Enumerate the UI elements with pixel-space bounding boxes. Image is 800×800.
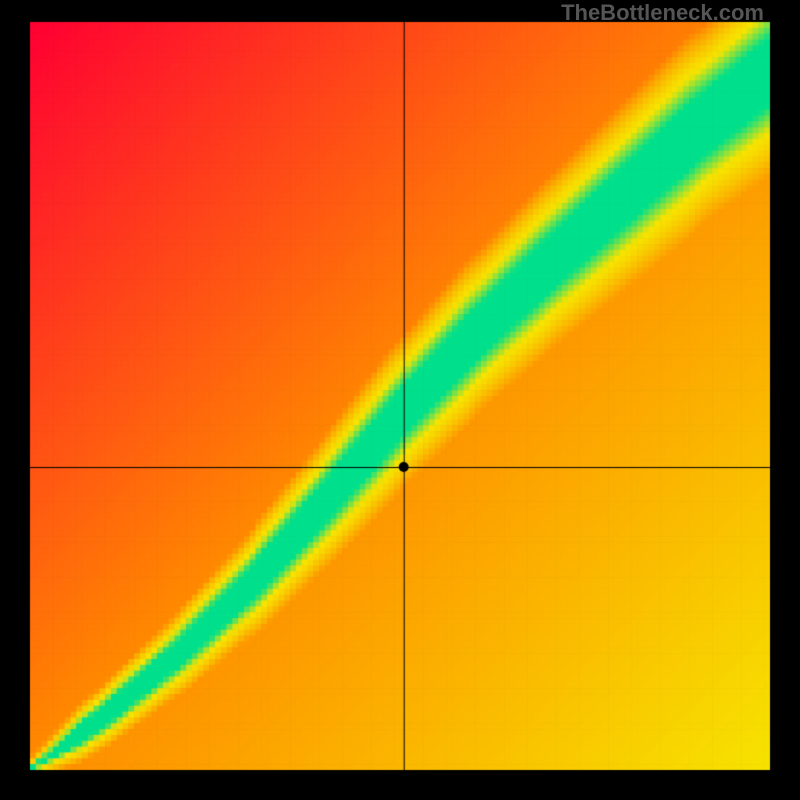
- bottleneck-heatmap-canvas: [0, 0, 800, 800]
- watermark-text: TheBottleneck.com: [561, 0, 764, 26]
- root-container: { "canvas": { "width": 800, "height": 80…: [0, 0, 800, 800]
